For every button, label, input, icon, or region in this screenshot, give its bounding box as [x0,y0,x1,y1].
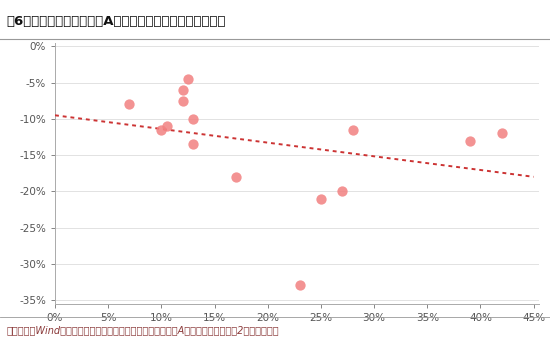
Point [157,127,166,132]
Point [184,76,192,82]
Point [349,127,358,132]
Point [295,283,304,288]
Point [232,174,240,180]
Point [189,116,197,122]
Point [189,142,197,147]
Point [497,131,506,136]
Text: 数据来源：Wind，中信建投证券，横轴为春季行情期间万得全A涨幅，纵轴为启动前2个月最大回撤: 数据来源：Wind，中信建投证券，横轴为春季行情期间万得全A涨幅，纵轴为启动前2… [7,325,279,335]
Point [317,196,326,201]
Point [338,189,346,194]
Point [178,98,187,104]
Point [465,138,474,143]
Point [125,102,134,107]
Point [162,123,171,129]
Point [178,87,187,93]
Text: 图6：历年春季行情万得全A最大涨幅与启动前最大回撤对比: 图6：历年春季行情万得全A最大涨幅与启动前最大回撤对比 [7,15,226,28]
